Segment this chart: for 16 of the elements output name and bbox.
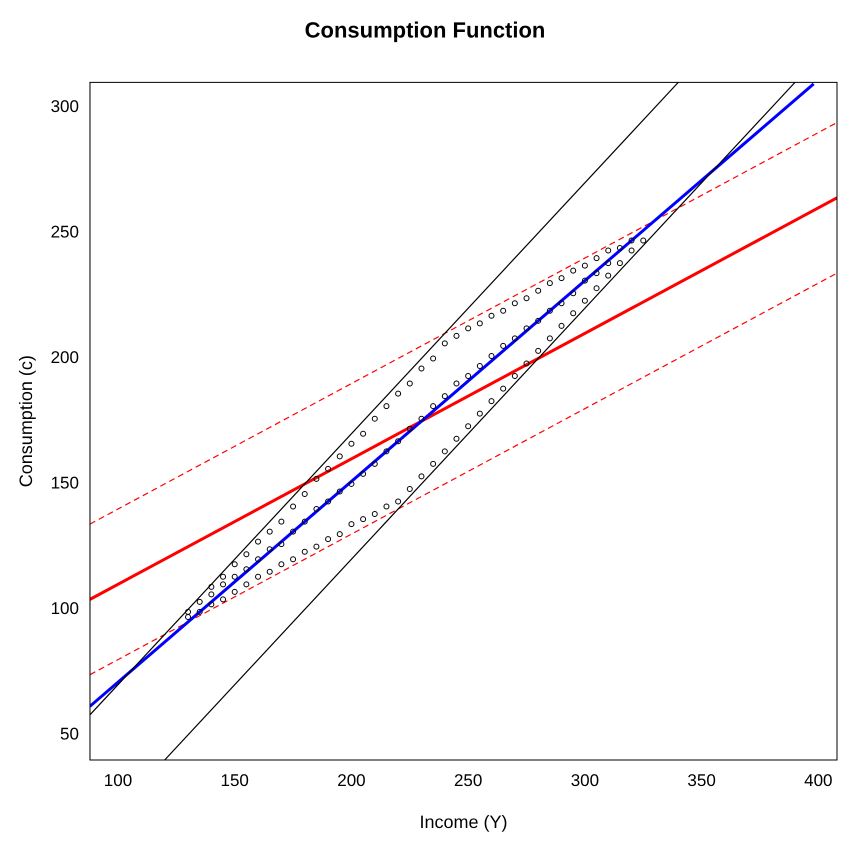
y-tick-label: 100 bbox=[50, 599, 79, 618]
x-tick-label: 300 bbox=[570, 770, 600, 790]
x-tick-label: 100 bbox=[104, 770, 132, 790]
x-tick-label: 200 bbox=[337, 770, 366, 790]
x-tick-label: 150 bbox=[220, 770, 249, 790]
x-tick-label: 350 bbox=[687, 770, 716, 790]
x-tick-label: 400 bbox=[804, 770, 833, 790]
x-tick-label: 250 bbox=[454, 770, 482, 790]
chart-title: Consumption Function bbox=[304, 17, 546, 42]
y-tick-label: 300 bbox=[50, 97, 79, 116]
y-tick-label: 250 bbox=[50, 222, 79, 242]
x-axis-title: Income (Y) bbox=[419, 812, 508, 832]
y-tick-label: 200 bbox=[50, 348, 79, 368]
y-tick-label: 50 bbox=[60, 724, 79, 744]
y-axis-title: Consumption (c) bbox=[16, 355, 36, 488]
y-tick-label: 150 bbox=[50, 474, 79, 493]
